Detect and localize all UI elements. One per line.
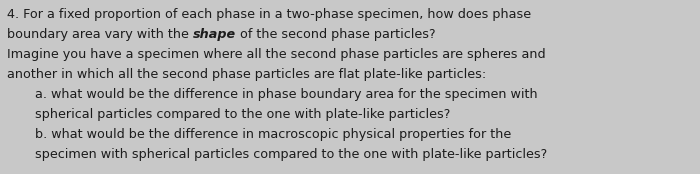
Text: shape: shape [193,28,236,41]
Text: b. what would be the difference in macroscopic physical properties for the: b. what would be the difference in macro… [35,128,511,141]
Text: 4. For a fixed proportion of each phase in a two-phase specimen, how does phase: 4. For a fixed proportion of each phase … [7,8,531,21]
Text: spherical particles compared to the one with plate-like particles?: spherical particles compared to the one … [35,108,450,121]
Text: specimen with spherical particles compared to the one with plate-like particles?: specimen with spherical particles compar… [35,148,547,161]
Text: of the second phase particles?: of the second phase particles? [236,28,435,41]
Text: another in which all the second phase particles are flat plate-like particles:: another in which all the second phase pa… [7,68,486,81]
Text: boundary area vary with the: boundary area vary with the [7,28,193,41]
Text: Imagine you have a specimen where all the second phase particles are spheres and: Imagine you have a specimen where all th… [7,48,545,61]
Text: a. what would be the difference in phase boundary area for the specimen with: a. what would be the difference in phase… [35,88,538,101]
